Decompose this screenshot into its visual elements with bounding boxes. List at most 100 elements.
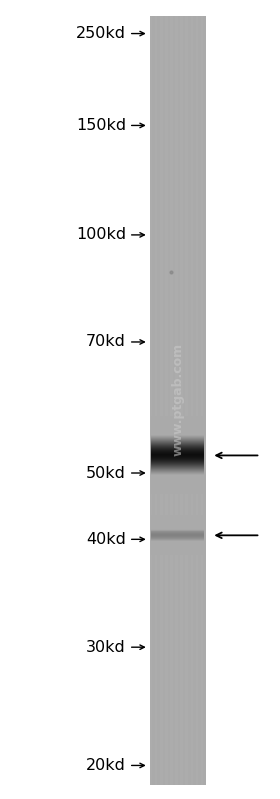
Bar <box>170 16 173 785</box>
Bar <box>151 445 204 447</box>
Bar <box>175 16 178 785</box>
Bar <box>151 458 204 459</box>
Bar <box>151 517 204 518</box>
Bar <box>151 474 204 475</box>
Bar <box>151 535 204 536</box>
Text: 100kd: 100kd <box>76 228 126 242</box>
Bar <box>151 436 204 438</box>
Bar <box>151 463 204 464</box>
Bar <box>160 16 162 785</box>
Bar <box>150 16 152 785</box>
Bar <box>151 475 204 478</box>
Bar <box>151 547 204 548</box>
Bar <box>151 487 204 489</box>
Bar <box>151 437 204 439</box>
Bar <box>151 534 204 535</box>
Bar <box>151 532 204 534</box>
Bar <box>151 539 204 540</box>
Bar <box>151 470 204 471</box>
Bar <box>151 540 204 541</box>
Bar <box>151 519 204 520</box>
Bar <box>151 455 204 457</box>
Text: 20kd: 20kd <box>86 758 126 773</box>
Bar <box>151 523 204 524</box>
Bar <box>151 442 204 444</box>
Bar <box>151 545 204 547</box>
Bar <box>180 16 183 785</box>
Bar <box>151 489 204 491</box>
Bar <box>151 464 204 466</box>
Bar <box>151 522 204 523</box>
Bar <box>151 483 204 485</box>
Bar <box>151 550 204 551</box>
Bar <box>151 534 204 535</box>
Bar <box>151 477 204 479</box>
Bar <box>151 546 204 547</box>
Bar <box>151 459 204 461</box>
Text: 30kd: 30kd <box>86 640 126 654</box>
Bar <box>151 435 204 436</box>
Bar <box>151 536 204 537</box>
Bar <box>151 531 204 532</box>
Bar <box>151 543 204 544</box>
Bar <box>151 517 204 519</box>
Bar <box>151 460 204 462</box>
Bar <box>151 516 204 517</box>
Bar <box>151 449 204 451</box>
Bar <box>151 459 204 460</box>
Bar <box>151 529 204 531</box>
Bar <box>151 423 204 425</box>
Bar <box>151 421 204 423</box>
Bar <box>151 448 204 450</box>
Bar <box>151 444 204 446</box>
Bar <box>151 545 204 546</box>
Bar <box>151 417 204 419</box>
Bar <box>151 550 204 551</box>
Bar <box>151 456 204 459</box>
Bar <box>151 435 204 437</box>
Text: 150kd: 150kd <box>76 118 126 133</box>
Bar <box>151 461 204 463</box>
Bar <box>165 16 168 785</box>
Bar <box>151 528 204 530</box>
Bar <box>151 447 204 449</box>
Bar <box>151 548 204 550</box>
Bar <box>151 553 204 555</box>
Text: 40kd: 40kd <box>86 532 126 547</box>
Bar <box>151 451 204 452</box>
Bar <box>151 526 204 527</box>
Bar <box>151 471 204 473</box>
Bar <box>150 16 206 785</box>
Bar <box>151 473 204 475</box>
Bar <box>151 441 204 443</box>
Bar <box>151 543 204 544</box>
Bar <box>151 528 204 529</box>
Bar <box>151 485 204 487</box>
Bar <box>151 426 204 427</box>
Bar <box>201 16 203 785</box>
Bar <box>151 439 204 441</box>
Bar <box>151 491 204 493</box>
Bar <box>151 422 204 423</box>
Bar <box>151 526 204 527</box>
Bar <box>151 535 204 537</box>
Bar <box>151 524 204 525</box>
Bar <box>151 519 204 520</box>
Bar <box>151 551 204 552</box>
Bar <box>151 478 204 479</box>
Bar <box>151 546 204 547</box>
Bar <box>151 553 204 554</box>
Bar <box>151 487 204 488</box>
Bar <box>151 519 204 521</box>
Bar <box>151 538 204 539</box>
Bar <box>151 469 204 471</box>
Bar <box>151 538 204 539</box>
Bar <box>151 431 204 432</box>
Bar <box>151 543 204 545</box>
Bar <box>151 552 204 553</box>
Bar <box>151 450 204 451</box>
Bar <box>151 427 204 430</box>
Bar <box>151 416 204 418</box>
Bar <box>151 424 204 426</box>
Bar <box>151 465 204 467</box>
